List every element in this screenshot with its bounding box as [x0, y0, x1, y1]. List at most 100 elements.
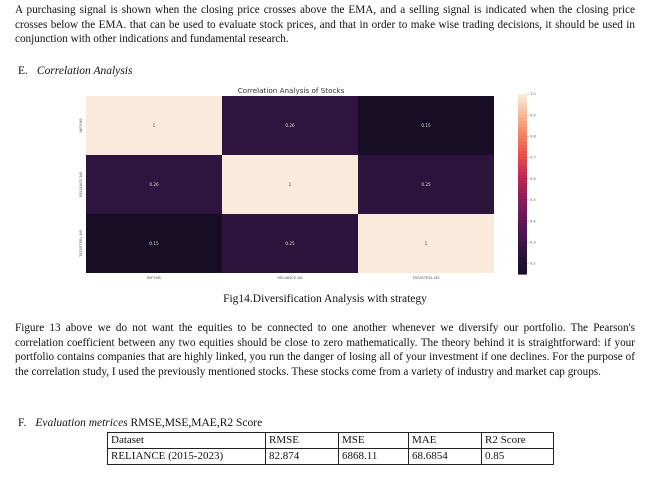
colorbar-strip	[518, 100, 527, 104]
colorbar-strip	[518, 250, 527, 254]
body-paragraph: Figure 13 above we do not want the equit…	[15, 322, 635, 378]
col-tick-label: RELIANCE.NS	[277, 275, 303, 280]
section-e-title: Correlation Analysis	[36, 65, 133, 77]
colorbar-strip	[518, 142, 527, 146]
heatmap-cell-label: 0.26	[285, 123, 295, 128]
section-f-title: Evaluation metrices	[35, 417, 128, 429]
colorbar-strip	[518, 97, 527, 101]
colorbar-strip	[518, 184, 527, 188]
colorbar-strip	[518, 217, 527, 221]
heatmap-col-ticks: INFY.NS RELIANCE.NS TATASTEEL.NS	[147, 275, 440, 280]
col-tick-label: INFY.NS	[147, 275, 162, 280]
colorbar-strip	[518, 190, 527, 194]
colorbar-strip	[518, 199, 527, 203]
colorbar-strip	[518, 247, 527, 251]
colorbar-strip	[518, 202, 527, 206]
section-e-heading: E. Correlation Analysis	[18, 65, 132, 77]
colorbar-tick-label: 1.0	[530, 92, 536, 96]
colorbar-strip	[518, 130, 527, 134]
heatmap-cell	[86, 96, 222, 155]
colorbar-strip	[518, 94, 527, 98]
colorbar-strip	[518, 235, 527, 239]
intro-paragraph: A purchasing signal is shown when the cl…	[15, 4, 635, 46]
colorbar-strip	[518, 253, 527, 257]
colorbar-strip	[518, 262, 527, 266]
table-cell: 82.874	[265, 448, 339, 465]
colorbar-strip	[518, 148, 527, 152]
metrics-table: Dataset RMSE MSE MAE R2 Score RELIANCE (…	[107, 432, 554, 465]
colorbar-strip	[518, 166, 527, 170]
heatmap-cell-label: 0.25	[421, 182, 431, 187]
colorbar-strip	[518, 139, 527, 143]
colorbar-strip	[518, 172, 527, 176]
colorbar-strip	[518, 196, 527, 200]
heatmap-cell	[222, 96, 358, 155]
colorbar-strip	[518, 244, 527, 248]
heatmap-cell-label: 1	[153, 123, 156, 128]
colorbar-tick-label: 0.8	[530, 135, 536, 139]
colorbar-strip	[518, 178, 527, 182]
heatmap-cell	[358, 96, 494, 155]
colorbar-strip	[518, 133, 527, 137]
heatmap-cell-label: 0.15	[421, 123, 431, 128]
heatmap-cell-label: 0.15	[149, 241, 159, 246]
colorbar-strip	[518, 256, 527, 260]
colorbar-strip	[518, 175, 527, 179]
colorbar-strip	[518, 106, 527, 110]
table-header-cell: RMSE	[265, 432, 339, 449]
colorbar-strip	[518, 151, 527, 155]
heatmap-cell	[86, 155, 222, 214]
colorbar-strip	[518, 157, 527, 161]
table-cell: 0.85	[481, 448, 554, 465]
colorbar-strip	[518, 187, 527, 191]
heatmap-cell	[358, 214, 494, 273]
colorbar-strip	[518, 118, 527, 122]
colorbar-strip	[518, 127, 527, 131]
heatmap-cell-label: 0.25	[285, 241, 295, 246]
table-cell: RELIANCE (2015-2023)	[107, 448, 266, 465]
colorbar-tick-label: 0.7	[530, 156, 536, 160]
table-row: RELIANCE (2015-2023) 82.874 6868.11 68.6…	[107, 448, 554, 465]
heatmap-cell	[358, 155, 494, 214]
figure-caption: Fig14.Diversification Analysis with stra…	[223, 293, 427, 305]
colorbar-strip	[518, 121, 527, 125]
heatmap-cell	[222, 214, 358, 273]
colorbar-strip	[518, 193, 527, 197]
colorbar-strip	[518, 124, 527, 128]
colorbar-strip	[518, 181, 527, 185]
heatmap-cell-label: 0.26	[149, 182, 159, 187]
colorbar-strip	[518, 226, 527, 230]
colorbar-strip	[518, 232, 527, 236]
heatmap-cell-label: 1	[425, 241, 428, 246]
colorbar-strip	[518, 103, 527, 107]
colorbar-strip	[518, 271, 527, 275]
table-header-cell: MSE	[338, 432, 409, 449]
colorbar-strip	[518, 169, 527, 173]
colorbar-strip	[518, 229, 527, 233]
section-f-heading: F. Evaluation metrices RMSE,MSE,MAE,R2 Sc…	[18, 417, 262, 429]
colorbar-tick-label: 0.4	[530, 219, 536, 223]
heatmap-cell	[222, 155, 358, 214]
table-header-cell: MAE	[408, 432, 482, 449]
colorbar-strip	[518, 163, 527, 167]
colorbar-strip	[518, 265, 527, 269]
heatmap-cells	[86, 96, 494, 273]
colorbar: 1.0 0.9 0.8 0.7 0.6 0.5 0.4 0.3 0.2	[518, 92, 536, 275]
table-cell: 6868.11	[338, 448, 409, 465]
colorbar-strip	[518, 154, 527, 158]
colorbar-tick-label: 0.9	[530, 113, 536, 117]
section-e-number: E.	[18, 65, 28, 77]
colorbar-strip	[518, 112, 527, 116]
colorbar-tick-label: 0.3	[530, 240, 536, 244]
colorbar-strip	[518, 136, 527, 140]
colorbar-strip	[518, 220, 527, 224]
colorbar-tick-label: 0.6	[530, 177, 536, 181]
colorbar-strip	[518, 241, 527, 245]
colorbar-strip	[518, 145, 527, 149]
table-header-row: Dataset RMSE MSE MAE R2 Score	[107, 432, 554, 449]
row-tick-label: RELIANCE.NS	[78, 171, 83, 197]
table-header-cell: Dataset	[107, 432, 266, 449]
colorbar-strip	[518, 238, 527, 242]
correlation-heatmap-figure: Correlation Analysis of Stocks 1 0.26 0.15…	[78, 86, 536, 280]
chart-title: Correlation Analysis of Stocks	[238, 86, 345, 95]
